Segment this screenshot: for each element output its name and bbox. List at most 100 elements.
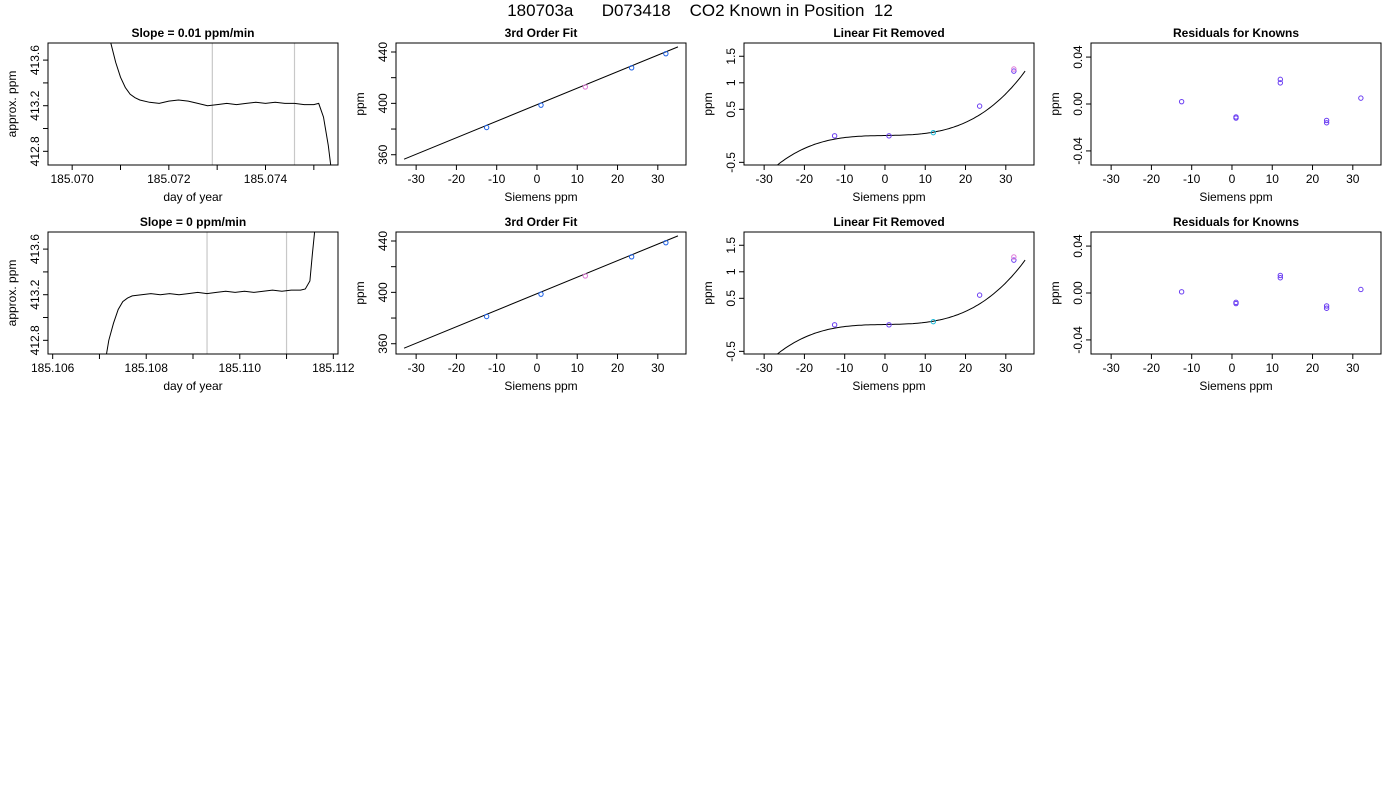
plot-area [1178, 76, 1364, 126]
data-point [1277, 76, 1284, 83]
x-tick-label: -10 [1183, 172, 1201, 186]
data-point [886, 133, 892, 139]
x-tick-label: 30 [1346, 172, 1360, 186]
x-tick-label: -20 [1143, 361, 1161, 375]
x-tick-label: -10 [1183, 361, 1201, 375]
plot-area [403, 46, 679, 160]
chart-title: Slope = 0.01 ppm/min [131, 26, 254, 40]
plot-box [1090, 42, 1382, 166]
x-tick-label: 185.072 [147, 172, 191, 186]
x-tick-label: 10 [919, 361, 933, 375]
y-axis-label: ppm [353, 281, 367, 304]
x-tick-label: 10 [571, 172, 585, 186]
y-tick-label: 0.5 [724, 290, 738, 307]
data-point [1011, 254, 1017, 260]
chart-panel-2: 3rd Order Fit Siemens ppm ppm -30 -20 -10 0 10 2… [353, 26, 687, 204]
chart-title: 3rd Order Fit [505, 215, 578, 229]
x-tick-label: -30 [755, 361, 773, 375]
x-tick-label: 0 [534, 361, 541, 375]
x-axis-label: Siemens ppm [504, 190, 577, 204]
data-point [483, 313, 490, 320]
y-tick-label: 0.00 [1071, 92, 1085, 116]
y-axis-label: approx. ppm [5, 71, 19, 138]
y-tick-label: 0.04 [1071, 45, 1085, 69]
x-tick-label: -10 [488, 361, 506, 375]
data-point [831, 322, 838, 328]
x-tick-label: 20 [1306, 361, 1320, 375]
data-point [538, 102, 544, 108]
x-tick-label: 30 [651, 172, 665, 186]
data-point [663, 50, 669, 57]
data-point [1323, 120, 1330, 126]
data-point [831, 133, 838, 139]
x-tick-label: -20 [796, 361, 814, 375]
y-tick-label: 413.6 [28, 234, 42, 264]
data-point [628, 254, 635, 260]
plot-area [403, 235, 679, 349]
plot-area [776, 66, 1026, 165]
x-axis-label: day of year [163, 379, 222, 393]
x-tick-label: 0 [1229, 361, 1236, 375]
chart-title: 3rd Order Fit [505, 26, 578, 40]
x-tick-label: -30 [1102, 361, 1120, 375]
x-tick-label: 185.106 [31, 361, 75, 375]
y-tick-label: 413.2 [28, 90, 42, 120]
data-point [1358, 286, 1364, 293]
x-tick-label: -30 [1102, 172, 1120, 186]
y-tick-label: -0.04 [1071, 137, 1085, 165]
y-axis-label: ppm [701, 92, 715, 115]
y-tick-label: 0.04 [1071, 234, 1085, 258]
x-tick-label: 30 [651, 361, 665, 375]
y-axis-label: ppm [1048, 281, 1062, 304]
x-tick-label: 0 [1229, 172, 1236, 186]
data-point [628, 65, 635, 71]
chart-panel-6: 3rd Order Fit Siemens ppm ppm -30 -20 -10 0 10 2… [353, 215, 687, 393]
data-point [930, 129, 937, 136]
x-axis-label: Siemens ppm [1199, 379, 1272, 393]
y-tick-label: 0.5 [724, 101, 738, 118]
x-tick-label: -30 [407, 361, 425, 375]
y-tick-label: 1 [724, 268, 738, 275]
x-tick-label: -10 [836, 172, 854, 186]
y-tick-label: 413.6 [28, 45, 42, 75]
chart-panel-7: Linear Fit Removed Siemens ppm ppm -30 -20 -1… [701, 215, 1035, 393]
x-tick-label: -20 [796, 172, 814, 186]
x-tick-label: -20 [1143, 172, 1161, 186]
y-axis-label: ppm [701, 281, 715, 304]
chart-panel-8: Residuals for Knowns Siemens ppm ppm -30 -20… [1048, 215, 1382, 393]
x-tick-label: 0 [882, 361, 889, 375]
data-point [1277, 275, 1284, 281]
fit-curve [776, 70, 1026, 165]
data-point [1358, 95, 1364, 101]
plot-box [47, 231, 339, 355]
series-line [106, 232, 316, 354]
plot-box [395, 231, 687, 355]
y-axis-label: approx. ppm [5, 260, 19, 327]
data-point [538, 291, 544, 297]
x-tick-label: 20 [959, 361, 973, 375]
y-tick-label: -0.5 [724, 341, 738, 362]
x-tick-label: -20 [448, 172, 466, 186]
chart-panel-5: Slope = 0 ppm/min day of year approx. ppm 1… [5, 215, 355, 393]
x-tick-label: 0 [882, 172, 889, 186]
plot-area [110, 43, 332, 165]
data-point [886, 322, 892, 328]
x-axis-label: Siemens ppm [1199, 190, 1272, 204]
x-tick-label: -20 [448, 361, 466, 375]
data-point [582, 84, 589, 90]
chart-title: Residuals for Knowns [1173, 26, 1299, 40]
y-tick-label: 412.8 [28, 325, 42, 355]
y-tick-label: 413.2 [28, 279, 42, 309]
x-tick-label: 185.110 [219, 361, 262, 375]
chart-title: Linear Fit Removed [833, 215, 944, 229]
data-point [1277, 272, 1284, 279]
figure-title: 180703a D073418 CO2 Known in Position 12 [507, 1, 893, 20]
fit-curve [776, 259, 1026, 354]
chart-title: Linear Fit Removed [833, 26, 944, 40]
x-tick-label: 30 [1346, 361, 1360, 375]
plot-box [395, 42, 687, 166]
x-tick-label: 185.112 [312, 361, 355, 375]
y-tick-label: 1.5 [724, 237, 738, 254]
y-tick-label: 360 [376, 333, 390, 353]
